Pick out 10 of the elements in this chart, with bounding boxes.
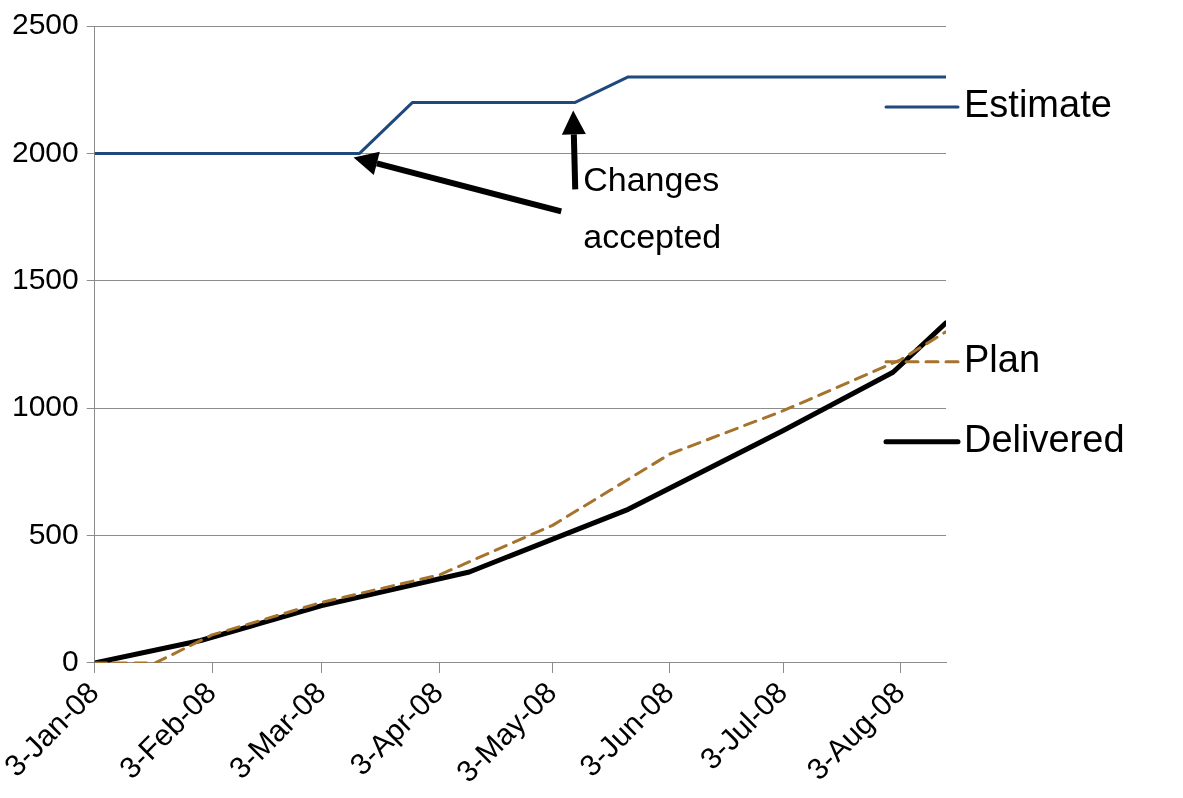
y-tick-label: 2500 (11, 7, 79, 41)
legend-label: Plan (964, 338, 1041, 381)
annotation: Changes accepted (583, 159, 722, 255)
y-tick-label: 1500 (11, 262, 79, 296)
y-tick-label: 2000 (11, 134, 79, 168)
y-tick-label: 0 (62, 644, 79, 678)
y-tick-label: 1000 (11, 389, 79, 423)
y-tick-label: 500 (28, 516, 79, 550)
legend-label: Estimate (964, 83, 1112, 126)
legend-label: Delivered (964, 418, 1125, 461)
